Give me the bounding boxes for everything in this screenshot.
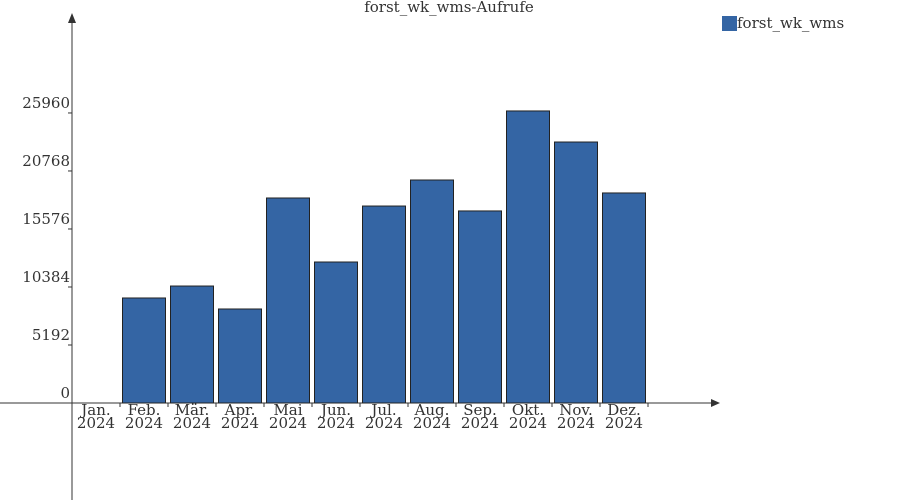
y-tick-label: 5192 [32,326,70,344]
x-tick-label: Feb. 2024 [124,401,164,432]
y-tick-label: 15576 [22,210,70,228]
x-tick-label: Jul. 2024 [364,401,404,432]
x-tick-label: Okt. 2024 [508,401,548,432]
bar [410,179,454,404]
x-tick-label: Jun. 2024 [316,401,356,432]
bar [506,110,550,404]
bar [122,297,166,404]
legend-swatch [722,16,737,31]
x-tick-label: Mai 2024 [268,401,308,432]
x-tick-label: Mär. 2024 [172,401,212,432]
bar [218,308,262,404]
y-tick-label: 25960 [22,94,70,112]
bar [602,192,646,404]
bar [314,261,358,404]
y-tick-label: 10384 [22,268,70,286]
x-tick-label: Apr. 2024 [220,401,260,432]
x-axis-arrow [711,399,720,407]
bar [458,210,502,404]
y-tick-label: 0 [60,384,70,402]
legend-label: forst_wk_wms [737,14,844,32]
x-tick-label: Jan. 2024 [76,401,116,432]
bar [362,205,406,404]
chart-title: forst_wk_wms-Aufrufe [364,0,534,16]
y-tick-label: 20768 [22,152,70,170]
x-tick-label: Sep. 2024 [460,401,500,432]
x-tick-label: Aug. 2024 [412,401,452,432]
y-axis-arrow [68,13,76,23]
bar [170,285,214,404]
bar [554,141,598,404]
x-tick-label: Nov. 2024 [556,401,596,432]
bar [266,197,310,404]
x-tick-label: Dez. 2024 [604,401,644,432]
